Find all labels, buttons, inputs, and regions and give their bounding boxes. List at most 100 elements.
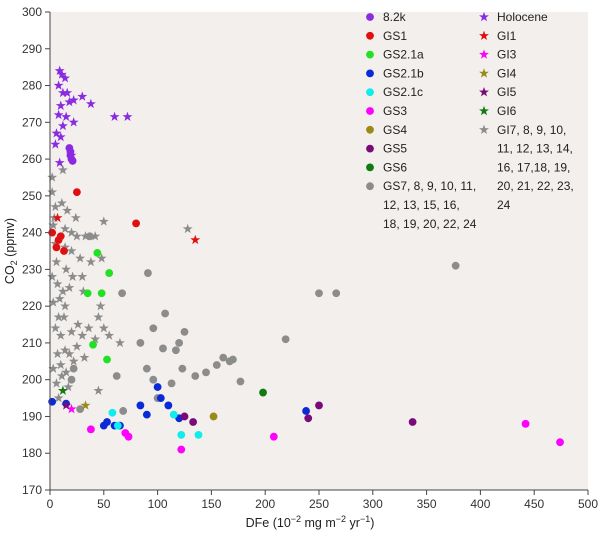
- data-point: [315, 401, 323, 410]
- x-tick-label: 400: [470, 497, 490, 511]
- data-point: [57, 87, 68, 98]
- data-point: [95, 300, 106, 311]
- data-point: [47, 172, 58, 182]
- legend-label: GS6: [383, 160, 407, 174]
- legend: 8.2k GS1 GS2.1a GS2.1b GS2.1c GS3 GS4 GS5 GS6 GS7…: [366, 10, 574, 231]
- data-point: [169, 410, 178, 419]
- data-point: [67, 375, 76, 384]
- data-point: [119, 407, 128, 415]
- data-point: [50, 139, 61, 149]
- data-point: [75, 253, 86, 263]
- data-point: [51, 378, 62, 388]
- data-point: [54, 65, 65, 76]
- data-point: [97, 289, 106, 298]
- data-point: [212, 361, 221, 369]
- data-point: [80, 231, 91, 241]
- data-point: [83, 289, 92, 298]
- data-point: [62, 205, 73, 215]
- data-point: [136, 401, 145, 410]
- legend-label: GS2.1c: [383, 85, 423, 99]
- data-point: [149, 324, 158, 333]
- data-point: [54, 293, 65, 304]
- data-point: [48, 228, 57, 237]
- data-point: [60, 345, 71, 355]
- data-point: [93, 311, 104, 322]
- data-point: [51, 128, 62, 138]
- y-tick-label: 230: [22, 262, 42, 276]
- data-point: [408, 418, 417, 426]
- data-point: [180, 412, 189, 421]
- y-tick-label: 180: [22, 446, 42, 460]
- data-point: [64, 348, 75, 359]
- data-point: [236, 377, 245, 386]
- data-point: [68, 157, 77, 165]
- y-tick-label: 200: [22, 373, 42, 387]
- legend-label: 12, 13, 15, 16,: [383, 198, 460, 212]
- data-point: [202, 368, 210, 377]
- legend-label: 11, 12, 13, 14,: [497, 142, 573, 156]
- tick-labels: 0 50 100 150 200 250 300 350 400 450 500 170 180 190 2…: [22, 5, 598, 511]
- legend-label: GS1: [383, 29, 407, 43]
- data-point: [90, 334, 101, 344]
- legend-marker: [479, 124, 489, 135]
- data-point: [73, 319, 83, 329]
- data-point: [177, 430, 186, 439]
- data-point: [53, 311, 64, 322]
- data-point: [77, 271, 88, 281]
- data-point: [71, 341, 82, 351]
- data-point: [112, 372, 121, 380]
- data-point: [68, 117, 79, 127]
- data-point: [48, 297, 59, 307]
- data-point: [229, 355, 237, 364]
- data-point: [103, 418, 111, 426]
- y-tick-label: 290: [22, 42, 42, 56]
- data-point: [51, 256, 62, 267]
- data-point: [52, 348, 63, 359]
- data-point: [60, 72, 71, 83]
- data-point: [53, 80, 64, 90]
- legend-label: 20, 21, 22, 23,: [497, 179, 574, 193]
- x-tick-label: 50: [97, 497, 111, 511]
- legend-label: GI4: [497, 66, 517, 80]
- data-point: [83, 323, 94, 333]
- y-axis-title: CO2 (ppmv): [3, 218, 19, 284]
- data-point: [113, 421, 122, 430]
- data-point: [80, 400, 91, 410]
- data-point: [144, 269, 152, 277]
- data-point: [55, 359, 66, 370]
- data-point: [62, 87, 73, 98]
- data-point: [60, 300, 71, 311]
- data-point: [105, 269, 114, 277]
- data-point: [57, 286, 68, 296]
- data-point: [302, 407, 310, 415]
- data-point: [156, 394, 165, 402]
- data-point: [194, 430, 203, 439]
- data-point: [70, 212, 81, 223]
- legend-label: 24: [497, 198, 511, 212]
- data-point: [57, 120, 68, 131]
- legend-marker: [479, 49, 489, 59]
- data-point: [556, 438, 564, 447]
- x-tick-label: 500: [578, 497, 598, 511]
- legend-marker: [366, 107, 374, 115]
- legend-marker: [366, 13, 374, 21]
- legend-label: 18, 19, 20, 22, 24: [383, 217, 477, 231]
- data-point: [55, 100, 66, 110]
- data-point: [68, 356, 79, 366]
- legend-label: Holocene: [497, 10, 548, 24]
- data-point: [259, 388, 267, 397]
- data-point: [79, 352, 90, 362]
- data-point: [66, 150, 77, 160]
- data-point: [60, 223, 71, 234]
- legend-marker: [479, 87, 489, 97]
- x-tick-label: 150: [201, 497, 221, 511]
- legend-label: GS7, 8, 9, 10, 11,: [383, 179, 476, 193]
- data-point: [93, 248, 102, 257]
- data-point: [67, 271, 78, 281]
- data-point: [86, 425, 95, 434]
- data-point: [48, 363, 59, 373]
- data-point: [66, 245, 77, 256]
- legend-label: 8.2k: [383, 10, 407, 24]
- plot-area: [50, 12, 588, 490]
- y-tick-label: 210: [22, 336, 42, 350]
